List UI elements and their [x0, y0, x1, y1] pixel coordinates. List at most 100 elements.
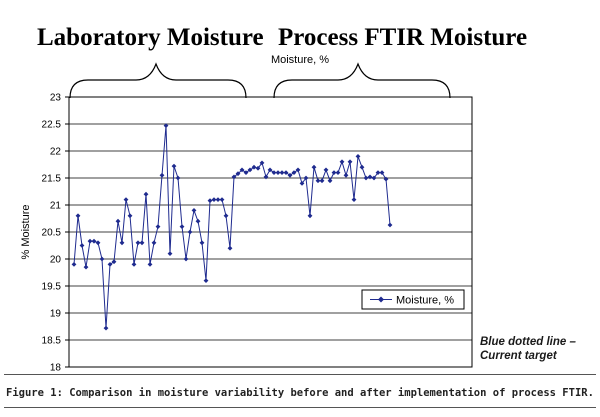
data-point-47 — [259, 160, 265, 166]
legend: Moisture, % — [361, 289, 465, 310]
series-line-moisture — [73, 125, 391, 329]
data-point-54 — [287, 172, 293, 178]
data-point-41 — [235, 171, 241, 177]
data-point-0 — [71, 262, 77, 267]
data-point-9 — [107, 262, 113, 267]
data-point-74 — [367, 174, 373, 180]
legend-box — [361, 289, 465, 310]
y-tick-label: 22 — [50, 147, 62, 158]
data-point-10 — [111, 259, 117, 265]
data-point-19 — [147, 262, 153, 267]
data-point-27 — [179, 224, 185, 229]
data-point-78 — [383, 176, 389, 182]
data-point-2 — [79, 243, 85, 248]
data-point-38 — [223, 213, 229, 219]
data-point-28 — [183, 256, 189, 262]
data-point-26 — [175, 175, 181, 181]
data-point-35 — [211, 197, 217, 202]
data-point-70 — [351, 197, 357, 202]
data-point-15 — [131, 262, 137, 267]
data-point-69 — [347, 159, 353, 165]
data-point-32 — [199, 240, 205, 246]
data-point-6 — [95, 240, 101, 246]
data-point-31 — [195, 218, 201, 224]
data-point-51 — [275, 170, 281, 175]
data-point-66 — [335, 170, 341, 175]
y-tick-label: 18.5 — [42, 336, 62, 347]
data-point-3 — [83, 264, 89, 270]
data-point-46 — [255, 165, 261, 171]
legend-marker-icon — [378, 296, 384, 303]
laboratory-brace — [69, 62, 247, 99]
data-point-59 — [307, 213, 313, 219]
y-axis-ticks: 18 18.5 19 19.5 20 20.5 21 21.5 22 22.5 23 — [42, 93, 69, 374]
data-point-13 — [123, 197, 129, 202]
y-tick-label: 18 — [50, 363, 62, 374]
data-point-40 — [231, 174, 237, 180]
data-point-64 — [327, 178, 333, 184]
data-point-22 — [159, 172, 165, 178]
y-tick-label: 19.5 — [42, 282, 62, 293]
data-point-16 — [135, 240, 141, 246]
y-tick-label: 22.5 — [42, 120, 62, 131]
data-point-44 — [247, 167, 253, 173]
data-point-67 — [339, 159, 345, 165]
caption-divider-bottom — [4, 407, 596, 408]
data-point-20 — [151, 240, 157, 246]
data-point-62 — [319, 178, 325, 184]
data-point-29 — [187, 229, 193, 235]
data-point-33 — [203, 278, 209, 283]
data-point-14 — [127, 213, 133, 219]
data-point-36 — [215, 197, 221, 202]
data-point-61 — [315, 178, 321, 184]
data-point-57 — [299, 181, 305, 186]
data-point-73 — [363, 175, 369, 181]
data-point-25 — [171, 163, 177, 169]
chart-title: Moisture, % — [270, 54, 330, 66]
data-point-58 — [303, 175, 309, 181]
data-point-11 — [115, 218, 121, 224]
data-point-76 — [375, 170, 381, 175]
data-point-48 — [263, 174, 269, 180]
target-note: Blue dotted line – Current target — [480, 335, 576, 363]
data-point-37 — [219, 197, 225, 202]
data-point-72 — [359, 164, 365, 170]
data-point-49 — [267, 167, 273, 173]
data-point-23 — [163, 123, 169, 129]
data-point-60 — [311, 164, 317, 170]
series-points — [71, 123, 393, 331]
data-point-45 — [251, 164, 257, 170]
data-point-56 — [295, 167, 301, 173]
target-note-line-2: Current target — [480, 350, 557, 362]
ftir-brace — [273, 62, 451, 99]
gridlines — [69, 123, 472, 341]
data-point-71 — [355, 154, 361, 159]
data-point-21 — [155, 224, 161, 229]
data-point-34 — [207, 198, 213, 204]
data-point-4 — [87, 238, 93, 244]
data-point-63 — [323, 167, 329, 173]
data-point-12 — [119, 240, 125, 246]
data-point-8 — [103, 325, 109, 331]
figure-caption: Figure 1: Comparison in moisture variabi… — [6, 387, 594, 399]
y-tick-label: 19 — [50, 309, 62, 320]
data-point-43 — [243, 170, 249, 175]
data-point-77 — [379, 170, 385, 175]
laboratory-moisture-heading: Laboratory Moisture — [37, 24, 264, 51]
target-note-line-1: Blue dotted line – — [480, 336, 576, 348]
data-point-39 — [227, 245, 233, 251]
data-point-50 — [271, 170, 277, 175]
y-tick-label: 23 — [50, 93, 62, 104]
data-point-5 — [91, 238, 97, 244]
data-point-52 — [279, 170, 285, 175]
process-ftir-moisture-heading: Process FTIR Moisture — [278, 24, 528, 51]
y-tick-label: 20 — [50, 255, 62, 266]
data-point-75 — [371, 175, 377, 181]
y-tick-label: 20.5 — [42, 228, 62, 239]
data-point-65 — [331, 170, 337, 175]
data-point-18 — [143, 191, 149, 197]
data-point-24 — [167, 251, 173, 256]
caption-divider-top — [4, 374, 596, 375]
